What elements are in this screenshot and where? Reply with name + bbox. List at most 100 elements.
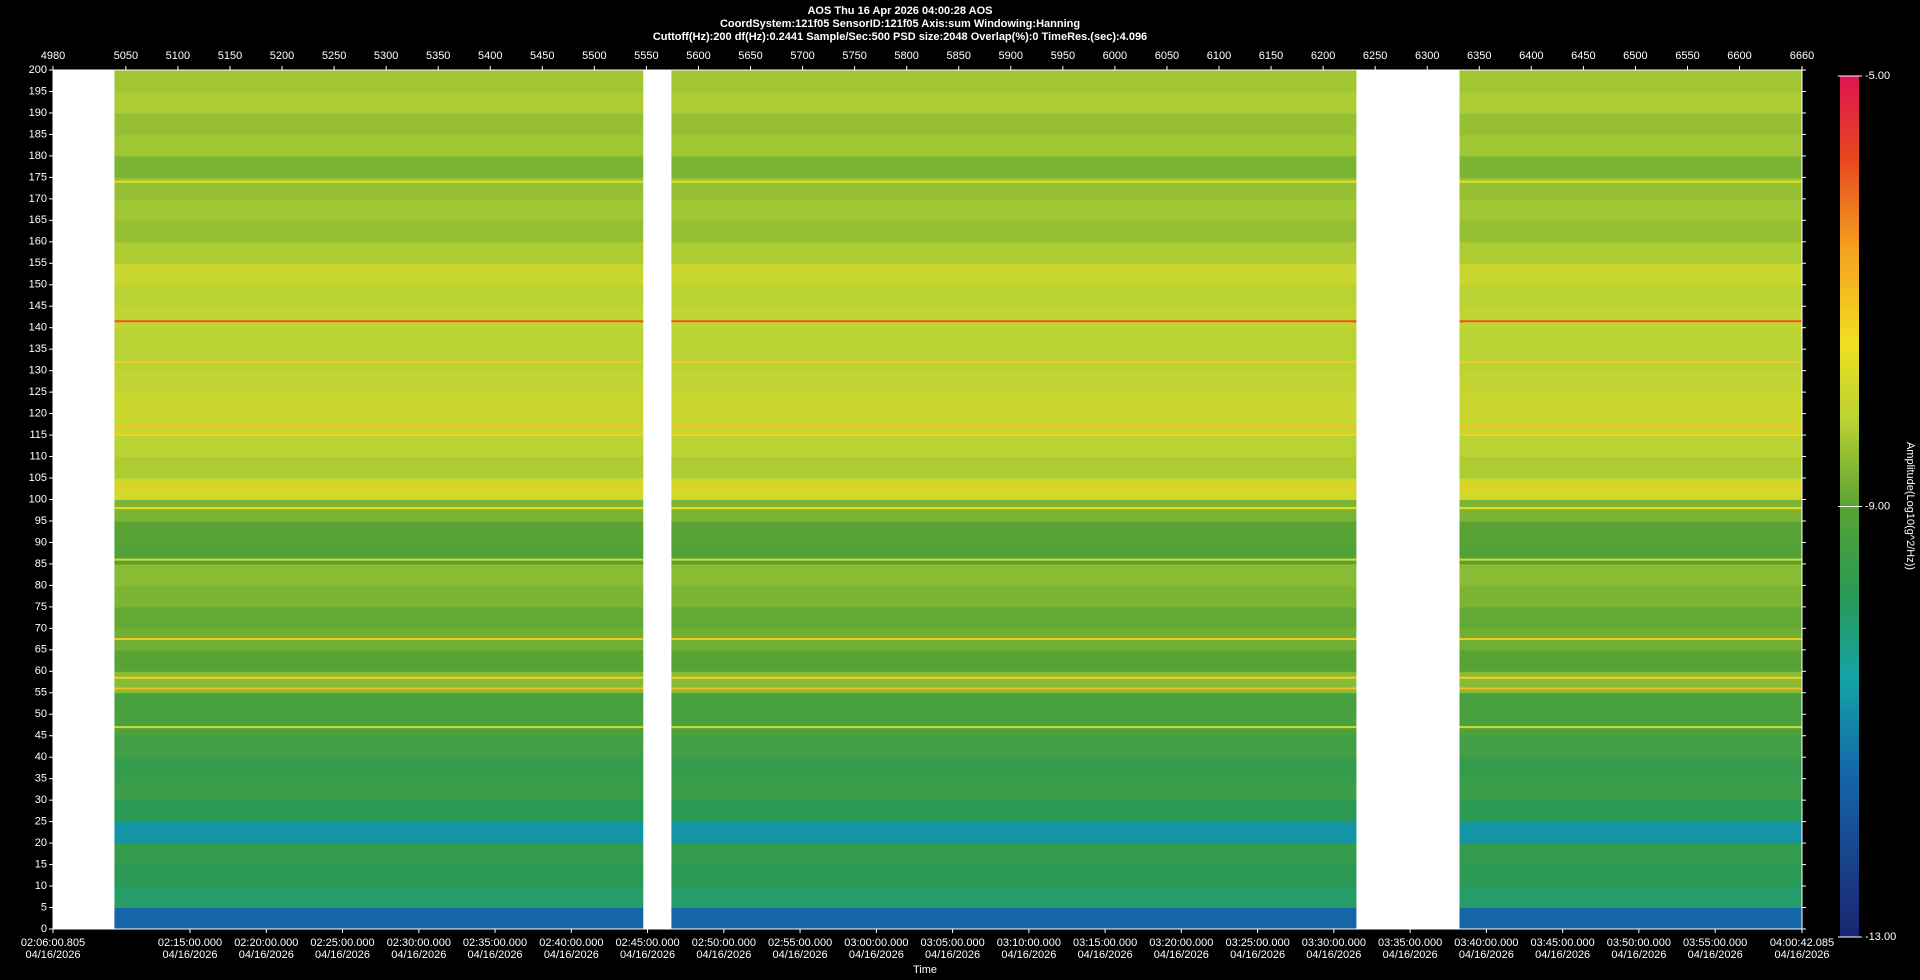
time-tick-label: 02:35:00.000 bbox=[463, 937, 527, 949]
spectrum-band bbox=[1459, 778, 1802, 801]
spectrum-band bbox=[114, 563, 644, 586]
time-tick-date: 04/16/2026 bbox=[1154, 949, 1209, 961]
x-tick-label: 4980 bbox=[41, 50, 65, 62]
spectral-line bbox=[114, 558, 644, 561]
spectrum-band bbox=[671, 821, 1357, 844]
spectrum-band bbox=[114, 821, 644, 844]
y-tick-label: 70 bbox=[35, 622, 47, 634]
time-tick-label: 03:30:00.000 bbox=[1302, 937, 1366, 949]
spectrum-band bbox=[671, 70, 1357, 92]
spectrum-band bbox=[671, 843, 1357, 866]
y-tick-label: 135 bbox=[29, 343, 47, 355]
colorbar-tick-label: -9.00 bbox=[1865, 500, 1890, 512]
time-tick-label: 03:45:00.000 bbox=[1531, 937, 1595, 949]
y-tick-label: 145 bbox=[29, 300, 47, 312]
spectral-line bbox=[1459, 361, 1802, 364]
y-tick-label: 170 bbox=[29, 193, 47, 205]
x-tick-label: 6660 bbox=[1790, 50, 1814, 62]
time-tick-label: 02:20:00.000 bbox=[234, 937, 298, 949]
spectrum-band bbox=[671, 800, 1357, 823]
spectrum-band bbox=[1459, 563, 1802, 586]
spectral-line bbox=[114, 676, 644, 679]
x-tick-label: 5150 bbox=[218, 50, 242, 62]
spectrum-band bbox=[1459, 284, 1802, 307]
spectral-line bbox=[114, 487, 644, 490]
y-tick-label: 130 bbox=[29, 365, 47, 377]
spectral-line bbox=[1459, 676, 1802, 679]
spectrum-band bbox=[1459, 241, 1802, 264]
spectrum-band bbox=[671, 671, 1357, 694]
spectral-line bbox=[114, 180, 644, 183]
time-tick-label: 03:10:00.000 bbox=[997, 937, 1061, 949]
time-tick-date: 04/16/2026 bbox=[1078, 949, 1133, 961]
spectral-line bbox=[114, 361, 644, 364]
time-tick-date: 04/16/2026 bbox=[696, 949, 751, 961]
spectrum-band bbox=[114, 220, 644, 243]
spectrum-band bbox=[671, 263, 1357, 286]
spectral-line bbox=[671, 726, 1357, 729]
time-tick-label: 03:25:00.000 bbox=[1226, 937, 1290, 949]
spectrum-band bbox=[1459, 821, 1802, 844]
spectrum-band bbox=[671, 778, 1357, 801]
x-tick-label: 6500 bbox=[1623, 50, 1647, 62]
x-tick-label: 6250 bbox=[1363, 50, 1387, 62]
x-tick-label: 5750 bbox=[842, 50, 866, 62]
spectrum-band bbox=[671, 392, 1357, 415]
y-tick-label: 20 bbox=[35, 837, 47, 849]
y-tick-label: 35 bbox=[35, 773, 47, 785]
spectrum-band bbox=[671, 542, 1357, 565]
colorbar-tick-label: -5.00 bbox=[1865, 70, 1890, 82]
spectrum-band bbox=[1459, 327, 1802, 350]
spectrum-band bbox=[671, 177, 1357, 200]
x-tick-label: 5350 bbox=[426, 50, 450, 62]
time-tick-date: 04/16/2026 bbox=[1688, 949, 1743, 961]
spectrum-band bbox=[1459, 800, 1802, 823]
spectrum-band bbox=[114, 134, 644, 157]
time-tick-label: 03:50:00.000 bbox=[1607, 937, 1671, 949]
time-tick-date: 04/16/2026 bbox=[773, 949, 828, 961]
spectrum-band bbox=[1459, 155, 1802, 178]
x-tick-label: 5050 bbox=[114, 50, 138, 62]
spectral-line bbox=[671, 361, 1357, 364]
spectrum-band bbox=[671, 907, 1357, 930]
spectral-line bbox=[114, 726, 644, 729]
time-tick-label: 03:40:00.000 bbox=[1454, 937, 1518, 949]
y-tick-label: 150 bbox=[29, 279, 47, 291]
spectral-line bbox=[671, 507, 1357, 510]
x-tick-label: 6000 bbox=[1103, 50, 1127, 62]
time-tick-date: 04/16/2026 bbox=[620, 949, 675, 961]
spectral-line bbox=[671, 487, 1357, 490]
x-tick-label: 5250 bbox=[322, 50, 346, 62]
time-tick-date: 04/16/2026 bbox=[1611, 949, 1666, 961]
spectrum-band bbox=[1459, 886, 1802, 909]
spectrum-band bbox=[671, 91, 1357, 114]
x-tick-label: 5850 bbox=[946, 50, 970, 62]
time-tick-date: 04/16/2026 bbox=[1774, 949, 1829, 961]
spectrum-band bbox=[671, 520, 1357, 543]
x-tick-label: 6300 bbox=[1415, 50, 1439, 62]
x-tick-label: 6050 bbox=[1155, 50, 1179, 62]
spectrum-band bbox=[114, 413, 644, 436]
spectrum-band bbox=[671, 349, 1357, 372]
spectrum-band bbox=[1459, 714, 1802, 737]
x-tick-label: 5550 bbox=[634, 50, 658, 62]
time-tick-date: 04/16/2026 bbox=[544, 949, 599, 961]
spectrum-band bbox=[114, 499, 644, 522]
x-tick-label: 5650 bbox=[738, 50, 762, 62]
spectral-line bbox=[1459, 558, 1802, 561]
y-tick-label: 155 bbox=[29, 257, 47, 269]
x-tick-label: 5500 bbox=[582, 50, 606, 62]
y-tick-label: 25 bbox=[35, 816, 47, 828]
y-tick-label: 185 bbox=[29, 128, 47, 140]
x-tick-label: 5300 bbox=[374, 50, 398, 62]
spectrum-band bbox=[671, 134, 1357, 157]
y-tick-label: 120 bbox=[29, 408, 47, 420]
y-tick-label: 125 bbox=[29, 386, 47, 398]
spectrum-band bbox=[1459, 585, 1802, 608]
time-tick-label: 02:50:00.000 bbox=[692, 937, 756, 949]
spectrum-band bbox=[1459, 757, 1802, 780]
y-tick-label: 115 bbox=[29, 429, 47, 441]
spectral-line bbox=[671, 638, 1357, 641]
x-tick-label: 5600 bbox=[686, 50, 710, 62]
spectrum-band bbox=[114, 327, 644, 350]
